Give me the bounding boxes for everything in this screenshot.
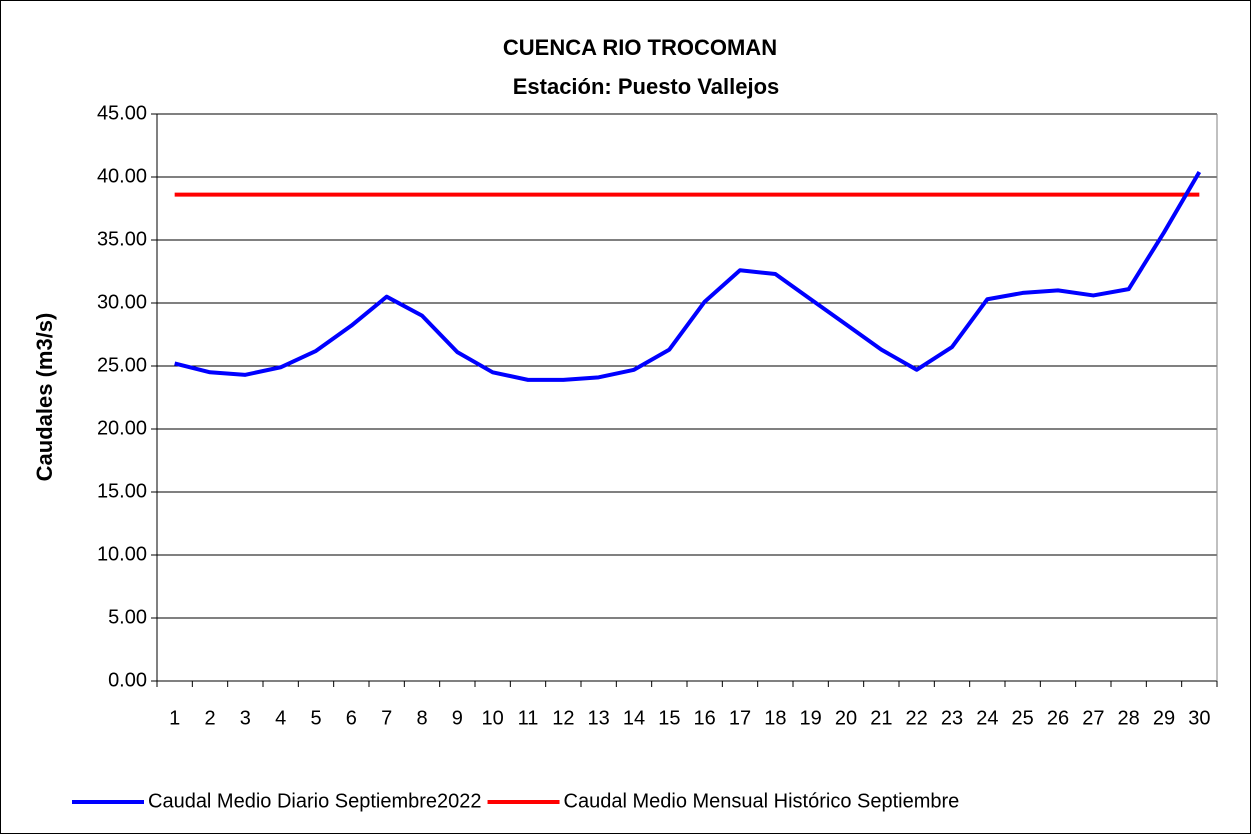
x-tick-label: 25: [1012, 707, 1034, 729]
x-tick-label: 7: [381, 707, 392, 729]
data-line: [174, 170, 1202, 382]
y-tick-label: 40.00: [97, 165, 147, 187]
x-tick-label: 24: [976, 707, 998, 729]
x-tick-label: 17: [729, 707, 751, 729]
x-tick-label: 28: [1118, 707, 1140, 729]
x-tick-label: 6: [346, 707, 357, 729]
x-tick-label: 29: [1153, 707, 1175, 729]
x-tick-label: 27: [1082, 707, 1104, 729]
x-tick-label: 18: [764, 707, 786, 729]
y-tick-label: 10.00: [97, 543, 147, 565]
legend-label: Caudal Medio Diario Septiembre2022: [148, 790, 482, 812]
x-tick-label: 2: [204, 707, 215, 729]
x-tick-label: 26: [1047, 707, 1069, 729]
x-tick-label: 16: [694, 707, 716, 729]
y-tick-label: 30.00: [97, 291, 147, 313]
x-tick-label: 10: [482, 707, 504, 729]
x-tick-label: 30: [1188, 707, 1210, 729]
y-tick-label: 0.00: [108, 669, 147, 691]
x-tick-label: 20: [835, 707, 857, 729]
chart-subtitle: Estación: Puesto Vallejos: [513, 74, 780, 99]
x-tick-label: 1: [169, 707, 180, 729]
x-tick-label: 4: [275, 707, 286, 729]
x-tick-label: 21: [870, 707, 892, 729]
y-tick-label: 20.00: [97, 417, 147, 439]
x-tick-label: 15: [658, 707, 680, 729]
y-axis-title: Caudales (m3/s): [32, 313, 57, 482]
chart-title: CUENCA RIO TROCOMAN: [503, 35, 777, 60]
y-tick-label: 35.00: [97, 228, 147, 250]
y-tick-label: 5.00: [108, 606, 147, 628]
x-tick-label: 8: [416, 707, 427, 729]
y-tick-label: 15.00: [97, 480, 147, 502]
x-tick-label: 22: [906, 707, 928, 729]
x-tick-label: 12: [552, 707, 574, 729]
x-tick-label: 11: [518, 707, 539, 729]
x-tick-label: 3: [240, 707, 251, 729]
x-tick-label: 9: [452, 707, 463, 729]
y-tick-label: 25.00: [97, 354, 147, 376]
x-tick-label: 5: [310, 707, 321, 729]
legend-label: Caudal Medio Mensual Histórico Septiembr…: [564, 790, 960, 812]
x-tick-label: 19: [800, 707, 822, 729]
x-tick-label: 14: [623, 707, 645, 729]
x-tick-label: 13: [588, 707, 610, 729]
y-tick-label: 45.00: [97, 102, 147, 124]
x-tick-label: 23: [941, 707, 963, 729]
